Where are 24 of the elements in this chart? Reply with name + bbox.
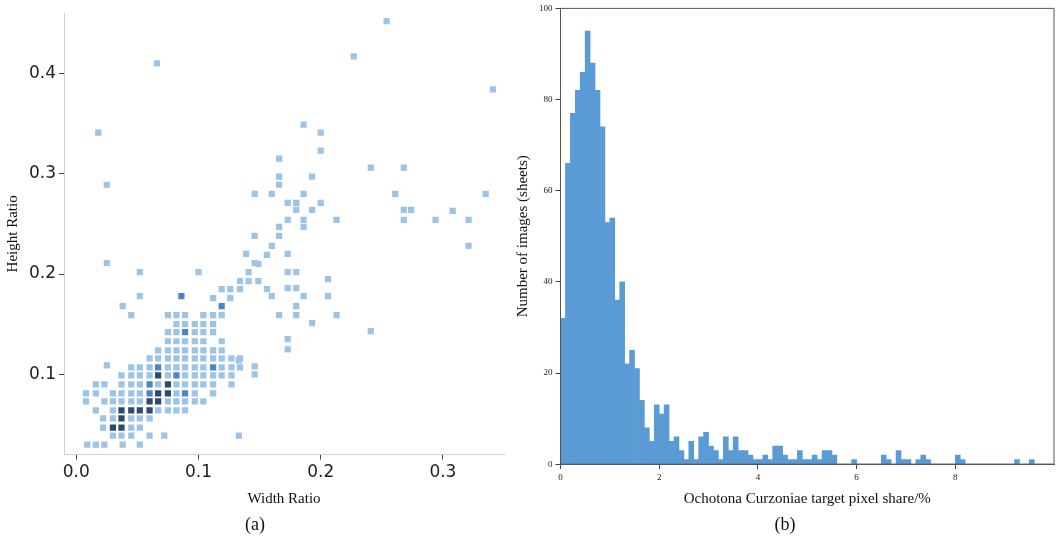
y-tick-label: 0.4 (28, 61, 57, 82)
x-tick-label: 0.2 (307, 461, 335, 482)
y-tick-label: 80 (543, 93, 553, 104)
x-axis-title: Ochotona Curzoniae target pixel share/% (683, 489, 931, 506)
x-tick-label: 0 (558, 471, 564, 482)
x-tick-label: 8 (953, 471, 959, 482)
x-tick-label: 6 (854, 471, 860, 482)
x-tick-label: 0.3 (429, 461, 457, 482)
y-tick-label: 20 (543, 367, 553, 378)
y-tick-label: 0.2 (28, 262, 57, 283)
y-axis-title: Number of images (sheets) (513, 155, 531, 318)
y-axis-title: Height Ratio (3, 195, 20, 273)
y-tick-label: 60 (543, 185, 553, 196)
y-tick-label: 100 (539, 2, 553, 13)
text: (b) (773, 513, 797, 536)
x-axis-title: Width Ratio (247, 489, 321, 506)
x-tick-label: 4 (755, 471, 761, 482)
x-tick-label: 2 (656, 471, 662, 482)
x-tick-label: 0.1 (184, 461, 212, 482)
x-tick-label: 0.0 (62, 461, 90, 482)
text: (a) (244, 513, 266, 536)
y-tick-label: 0.1 (28, 362, 57, 383)
y-tick-label: 40 (543, 276, 553, 287)
y-tick-label: 0.3 (28, 162, 57, 183)
